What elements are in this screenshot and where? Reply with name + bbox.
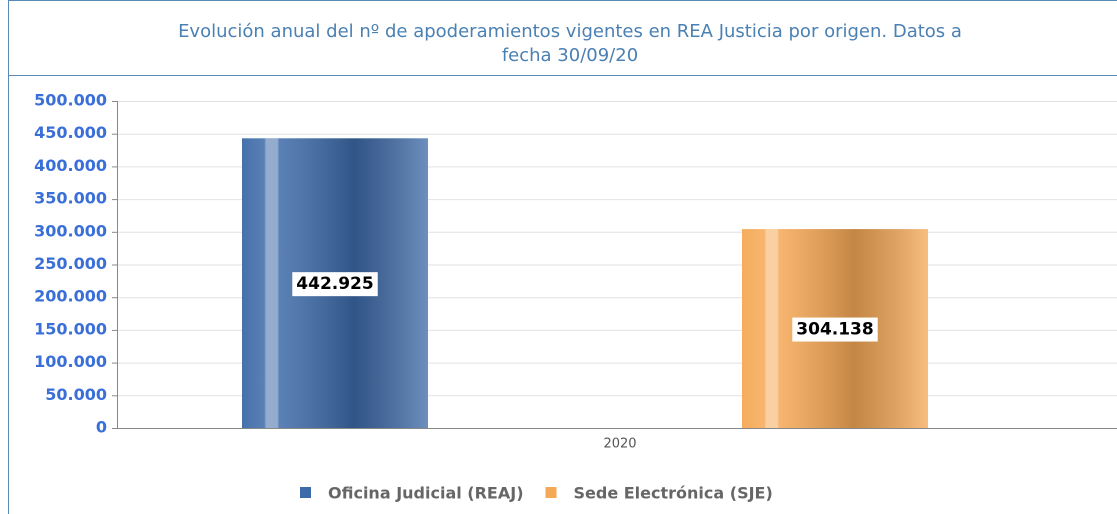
chart-title-line2: fecha 30/09/20 — [502, 45, 638, 66]
y-tick-label: 500.000 — [34, 91, 107, 110]
frame — [8, 0, 1117, 514]
x-tick-label: 2020 — [603, 437, 636, 452]
y-tick-label: 350.000 — [34, 189, 107, 208]
value-label-bg — [792, 317, 878, 342]
y-tick-label: 50.000 — [45, 385, 107, 404]
y-tick-label: 0 — [96, 418, 107, 437]
value-label: 442.925 — [296, 274, 373, 294]
legend-swatch — [300, 487, 311, 498]
y-tick-label: 100.000 — [34, 352, 107, 371]
y-tick-label: 200.000 — [34, 287, 107, 306]
y-tick-label: 450.000 — [34, 123, 107, 142]
y-tick-label: 400.000 — [34, 156, 107, 175]
y-tick-label: 150.000 — [34, 319, 107, 338]
legend-swatch — [545, 487, 557, 498]
value-label-bg — [292, 272, 378, 297]
legend-label: Oficina Judicial (REAJ) — [328, 484, 524, 503]
y-tick-label: 250.000 — [34, 254, 107, 273]
legend-label: Sede Electrónica (SJE) — [574, 484, 773, 503]
value-label: 304.138 — [796, 320, 873, 340]
chart-title: Evolución anual del nº de apoderamientos… — [178, 21, 962, 42]
y-tick-label: 300.000 — [34, 221, 107, 240]
